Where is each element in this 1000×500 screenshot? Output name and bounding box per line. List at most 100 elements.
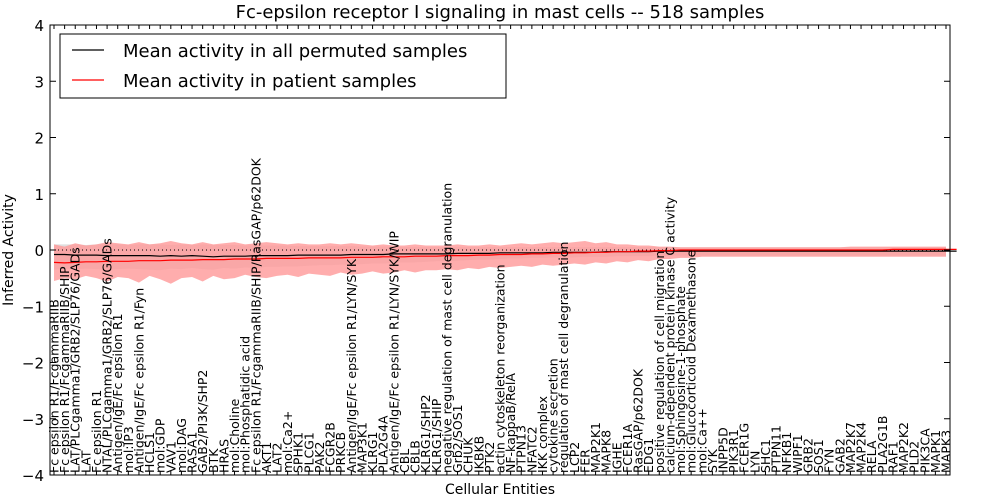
x-tick-label: MAP2K2 (896, 422, 911, 473)
x-tick-label: mol:IP3 (121, 426, 136, 473)
x-tick-label: PLA2G1B (875, 415, 890, 473)
x-tick-label: PIK3CA (917, 428, 932, 473)
x-tick-label: FCER1G (737, 423, 752, 473)
x-tick-label: mol:Glucocorticoid Dexamethasone (684, 249, 699, 473)
x-tick-label: IKBKB (471, 436, 486, 473)
x-tick-label: CBL (397, 449, 412, 473)
x-tick-label: NFKB1 (779, 432, 794, 473)
x-tick-label: FCGR2B (323, 422, 338, 473)
x-tick-label: CBLB (408, 440, 423, 473)
x-tick-label: LCP2 (567, 442, 582, 473)
x-tick-label: calcium-dependent protein kinase C activ… (662, 196, 677, 473)
x-tick-label: MAPK3 (939, 430, 954, 473)
x-tick-label: negative regulation of mast cell degranu… (439, 183, 454, 473)
x-tick-label: cytokine secretion (546, 358, 561, 473)
x-tick-label: Fc epsilon R1/FcgammaRIIB/SHIP/RasGAP/p6… (248, 157, 263, 473)
x-tick-label: KLRG1 (365, 432, 380, 474)
x-tick-label: Fc epsilon R1/FcgammaRIIB (47, 299, 62, 473)
x-tick-label: PRKCB (333, 432, 348, 473)
x-tick-label: NFATC2 (524, 426, 539, 473)
x-tick-label: BTK (206, 448, 221, 473)
x-tick-label: actin cytoskeleton reorganization (493, 264, 508, 473)
x-tick-label: FCER1A (620, 424, 635, 473)
series-lines (53, 248, 957, 264)
x-tick-label: RELA (864, 440, 879, 473)
series-line-patient (53, 248, 957, 264)
x-tick-label: RAF1 (885, 441, 900, 473)
x-tick-label: RasGAP/p62DOK (631, 368, 646, 473)
x-tick-label: VAV1 (163, 441, 178, 473)
x-tick-label: EDG1 (641, 438, 656, 473)
x-tick-label: SPHK1 (291, 432, 306, 473)
x-tick-label: INPP5D (716, 427, 731, 473)
x-tick-label: PAK2 (312, 442, 327, 473)
x-tick-label: GRB2 (801, 438, 816, 473)
x-tick-label: SOS1 (811, 439, 826, 473)
y-tick-label: −3 (22, 411, 44, 429)
x-tick-label: Antigen/IgE/Fc epsilon R1/Fyn (132, 288, 147, 473)
x-tick-label: SYK (705, 448, 720, 473)
x-tick-label: GAB2/PI3K/SHP2 (195, 370, 210, 473)
y-tick-label: 1 (34, 186, 44, 204)
x-tick-label: IKK complex (535, 396, 550, 473)
x-tick-label: FER (578, 449, 593, 473)
x-tick-label: AKT1 (259, 442, 274, 473)
x-tick-label: Antigen/IgE/Fc epsilon R1/LYN/SYK/WIP (386, 231, 401, 473)
y-tick-label: −4 (22, 467, 44, 485)
x-tick-label: LAT2 (270, 443, 285, 473)
x-tick-label: KLRG1/SHP2 (418, 394, 433, 473)
x-tick-label: PTPN11 (769, 425, 784, 473)
x-tick-label: MAPK8 (599, 430, 614, 473)
x-tick-label: Antigen/IgE/Fc epsilon R1/LYN/SYK (344, 258, 359, 473)
x-tick-label: MAP2K4 (854, 422, 869, 473)
chart-title: Fc-epsilon receptor I signaling in mast … (236, 2, 765, 23)
x-tick-label: mol:GDP (153, 418, 168, 473)
legend-box (59, 33, 507, 99)
x-tick-label: PIK3R1 (726, 429, 741, 473)
x-tick-label: GAB2 (832, 438, 847, 473)
x-tick-label: mol:Choline (227, 398, 242, 473)
y-tick-label: 3 (34, 73, 44, 91)
x-tick-label: PLCG1 (301, 432, 316, 473)
y-tick-label: 2 (34, 130, 44, 148)
y-tick-label: −1 (22, 298, 44, 316)
x-tick-label: WIPF1 (790, 434, 805, 473)
x-tick-label: regulation of mast cell degranulation (556, 242, 571, 473)
legend-label-patient: Mean activity in patient samples (123, 71, 417, 92)
x-tick-label: NF-kappaB/RelA (503, 373, 518, 473)
x-tick-label: PTK2 (482, 442, 497, 473)
x-tick-label: PTPN13 (514, 425, 529, 473)
x-tick-label: Grb2/SOS1 (450, 404, 465, 473)
x-tick-label: positive regulation of cell migration (652, 251, 667, 473)
y-tick-label: −2 (22, 355, 44, 373)
x-tick-label: mol:Sphingosine-1-phosphate (673, 286, 688, 473)
y-axis-ticks: −4 −3 −2 −1 0 1 2 3 4 (22, 17, 950, 485)
x-tick-label: Fc epsilon R1/FcgammaRIIB/SHIP (57, 266, 72, 473)
x-tick-label: MAP3K1 (355, 422, 370, 473)
legend: Mean activity in all permuted samples Me… (59, 33, 507, 99)
series-line-permuted (54, 250, 957, 258)
y-tick-label: 0 (34, 242, 44, 260)
x-tick-label: LYN (747, 451, 762, 473)
x-tick-label: PLD2 (907, 441, 922, 473)
x-tick-label: IGHE (609, 442, 624, 473)
x-tick-label: HRAS (216, 439, 231, 473)
x-tick-label: LAT (78, 450, 93, 473)
x-tick-label: mol:Ca2+ (280, 411, 295, 473)
x-tick-label: mol:DAG (174, 418, 189, 473)
x-tick-label: MAP2K7 (843, 422, 858, 473)
x-tick-label: FYN (822, 449, 837, 473)
x-axis-ticks (53, 25, 947, 475)
y-axis-label: Inferred Activity (1, 194, 17, 306)
x-tick-label: mol:Phosphatidic acid (238, 336, 253, 473)
x-tick-label: PLA2G4A (376, 415, 391, 473)
x-tick-label: KLRG1/SHIP (429, 398, 444, 473)
x-tick-label: mol:Ca++ (694, 408, 709, 473)
x-tick-label: MAP2K1 (588, 422, 603, 473)
x-tick-label: Antigen/IgE/Fc epsilon R1 (110, 313, 125, 473)
x-tick-label: MAPK1 (928, 430, 943, 473)
legend-label-permuted: Mean activity in all permuted samples (123, 41, 467, 62)
x-tick-label: SHC1 (758, 439, 773, 473)
